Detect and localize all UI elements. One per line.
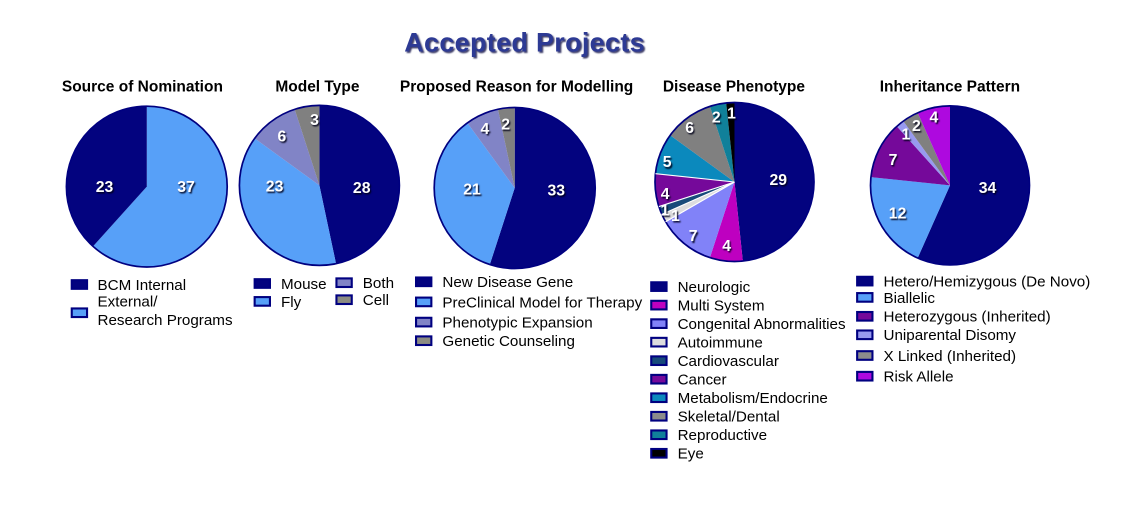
- svg-text:29: 29: [770, 172, 788, 189]
- svg-text:4: 4: [481, 121, 490, 138]
- svg-text:Accepted Projects: Accepted Projects: [404, 27, 645, 57]
- svg-text:Cardiovascular: Cardiovascular: [678, 353, 779, 370]
- svg-text:4: 4: [661, 186, 670, 203]
- svg-text:21: 21: [463, 181, 481, 198]
- svg-text:PreClinical Model for Therapy: PreClinical Model for Therapy: [442, 294, 642, 311]
- svg-text:28: 28: [353, 180, 371, 197]
- svg-text:Metabolism/Endocrine: Metabolism/Endocrine: [678, 390, 828, 407]
- svg-text:BCM Internal: BCM Internal: [98, 277, 187, 294]
- svg-text:Hetero/Hemizygous (De Novo): Hetero/Hemizygous (De Novo): [884, 274, 1091, 291]
- svg-text:37: 37: [177, 179, 195, 196]
- svg-text:7: 7: [889, 152, 898, 169]
- svg-text:7: 7: [689, 228, 698, 245]
- svg-text:Cell: Cell: [363, 292, 389, 309]
- svg-text:Reproductive: Reproductive: [678, 427, 768, 444]
- svg-text:33: 33: [548, 183, 566, 200]
- svg-text:X Linked (Inherited): X Linked (Inherited): [884, 348, 1017, 365]
- svg-text:Multi System: Multi System: [678, 298, 765, 315]
- svg-text:Biallelic: Biallelic: [884, 290, 936, 307]
- svg-text:Disease Phenotype: Disease Phenotype: [663, 79, 806, 96]
- svg-text:23: 23: [266, 178, 284, 195]
- svg-text:Genetic Counseling: Genetic Counseling: [442, 333, 575, 350]
- svg-text:Cancer: Cancer: [678, 372, 727, 389]
- svg-text:Eye: Eye: [678, 446, 704, 463]
- svg-text:New Disease Gene: New Disease Gene: [442, 274, 573, 291]
- svg-text:Congenital Abnormalities: Congenital Abnormalities: [678, 316, 846, 333]
- svg-text:1: 1: [727, 105, 736, 122]
- svg-text:Research Programs: Research Programs: [98, 312, 233, 329]
- svg-text:1: 1: [671, 208, 680, 225]
- svg-text:Model Type: Model Type: [275, 79, 359, 96]
- svg-text:Heterozygous (Inherited): Heterozygous (Inherited): [884, 309, 1051, 326]
- svg-text:34: 34: [979, 180, 997, 197]
- svg-text:23: 23: [96, 179, 114, 196]
- svg-text:Uniparental Disomy: Uniparental Disomy: [884, 327, 1017, 344]
- svg-text:6: 6: [685, 120, 694, 137]
- svg-text:3: 3: [310, 112, 319, 129]
- svg-text:1: 1: [661, 202, 670, 219]
- svg-text:2: 2: [712, 109, 721, 126]
- svg-text:Source of Nomination: Source of Nomination: [62, 79, 223, 96]
- svg-text:2: 2: [912, 118, 921, 135]
- svg-text:Inheritance Pattern: Inheritance Pattern: [880, 79, 1020, 96]
- svg-text:1: 1: [902, 127, 911, 144]
- svg-text:4: 4: [722, 238, 731, 255]
- svg-text:2: 2: [501, 117, 510, 134]
- svg-text:6: 6: [278, 128, 287, 145]
- svg-text:Neurologic: Neurologic: [678, 279, 751, 296]
- svg-text:Autoimmune: Autoimmune: [678, 335, 763, 352]
- svg-text:12: 12: [889, 205, 907, 222]
- svg-text:Fly: Fly: [281, 294, 302, 311]
- svg-text:4: 4: [930, 109, 939, 126]
- svg-text:5: 5: [663, 154, 672, 171]
- svg-text:External/: External/: [98, 294, 159, 311]
- svg-text:Skeletal/Dental: Skeletal/Dental: [678, 409, 780, 426]
- svg-text:Risk Allele: Risk Allele: [884, 369, 954, 386]
- svg-text:Proposed Reason for Modelling: Proposed Reason for Modelling: [400, 79, 633, 96]
- svg-text:Phenotypic Expansion: Phenotypic Expansion: [442, 315, 592, 332]
- svg-text:Both: Both: [363, 275, 394, 292]
- svg-text:Mouse: Mouse: [281, 276, 327, 293]
